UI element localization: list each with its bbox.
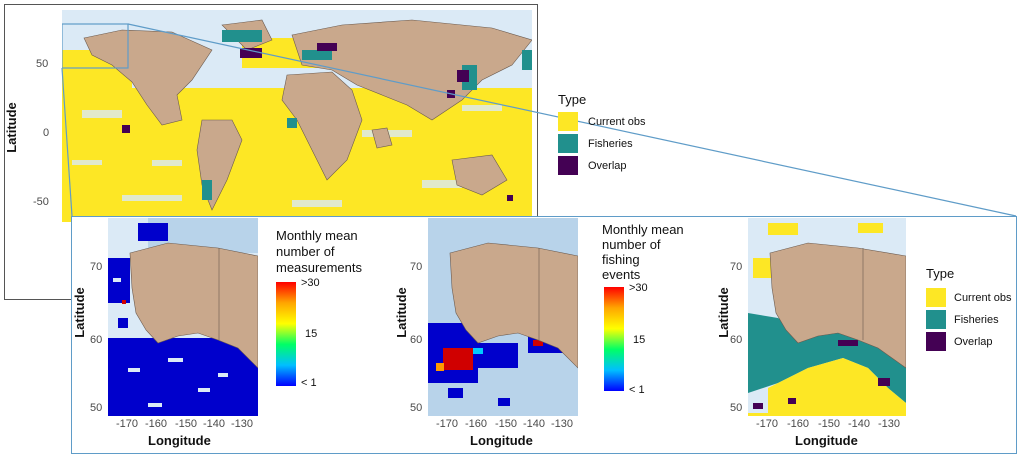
panel1-x-tick: -170: [116, 418, 139, 430]
panel3-overlap-cells: [753, 340, 890, 409]
panel2-alaska-land: [449, 242, 578, 369]
panel3-x-tick: -150: [818, 418, 841, 430]
world-legend-label-overlap: Overlap: [588, 160, 627, 172]
panel1-hotspot: [122, 300, 126, 304]
panel2-y-tick: 70: [410, 261, 423, 273]
panel1-measurement-gaps: [113, 278, 228, 407]
panel1-alaska-land: [129, 242, 258, 369]
panel2-legend-title-line: fishing: [602, 252, 640, 267]
panel2-legend-title-line: events: [602, 267, 641, 282]
panel2-x-tick: -140: [523, 418, 546, 430]
panel2-legend-title-line: number of: [602, 237, 661, 252]
panel1-colorbar-min-label: < 1: [301, 377, 317, 389]
world-y-tick: 0: [43, 127, 50, 139]
panel2-legend-title-line: Monthly mean: [602, 222, 684, 237]
panel1-x-tick: -150: [175, 418, 198, 430]
panel2-x-tick: -150: [495, 418, 518, 430]
panel1-legend-title-line: measurements: [276, 260, 362, 275]
world-legend-swatch-fisheries: [558, 134, 578, 153]
panel3-legend-title: Type: [926, 266, 955, 281]
panel3-x-tick: -160: [787, 418, 810, 430]
panel1-x-tick: -130: [231, 418, 254, 430]
panel3-legend-label-fisheries: Fisheries: [954, 314, 999, 326]
world-fisheries-layer: [202, 30, 532, 200]
panel3-x-tick: -140: [848, 418, 871, 430]
panel1-x-axis-title: Longitude: [148, 433, 211, 448]
panel3-map: [748, 218, 906, 416]
panel1-colorbar-mid-label: 15: [305, 328, 318, 340]
world-y-tick: 50: [36, 58, 49, 70]
panel3-current-obs-cells: [748, 223, 906, 416]
panel1-measurement-cells: [108, 223, 258, 416]
panel2-x-tick: -170: [436, 418, 459, 430]
panel2-y-axis-title: Latitude: [393, 287, 409, 338]
world-y-tick: -50: [33, 196, 49, 208]
world-legend-label-fisheries: Fisheries: [588, 138, 633, 150]
panel2-y-tick: 50: [410, 402, 423, 414]
panel3-y-tick: 70: [730, 261, 743, 273]
panel3-y-axis-title: Latitude: [715, 287, 731, 338]
panel3-y-tick: 60: [730, 334, 743, 346]
panel2-y-tick: 60: [410, 334, 423, 346]
panel1-colorbar: [276, 282, 296, 386]
panel1-x-tick: -160: [145, 418, 168, 430]
panel2-colorbar: [604, 287, 624, 391]
panel3-x-axis-title: Longitude: [795, 433, 858, 448]
panel3-legend-swatch-overlap: [926, 332, 946, 351]
world-map: [62, 10, 532, 222]
panel1-y-tick: 50: [90, 402, 103, 414]
panel3-alaska-land: [769, 242, 906, 369]
panel3-legend-label-current-obs: Current obs: [954, 292, 1012, 304]
world-legend-swatch-current-obs: [558, 112, 578, 131]
panel2-map: [428, 218, 578, 416]
world-legend-swatch-overlap: [558, 156, 578, 175]
panel1-y-axis-title: Latitude: [71, 287, 87, 338]
panel3-x-tick: -170: [756, 418, 779, 430]
world-legend-title: Type: [558, 92, 587, 107]
panel2-x-tick: -160: [465, 418, 488, 430]
panel1-colorbar-max-label: >30: [301, 277, 320, 289]
panel3-legend-swatch-fisheries: [926, 310, 946, 329]
panel1-x-tick: -140: [203, 418, 226, 430]
panel1-y-tick: 60: [90, 334, 103, 346]
panel2-hotspots: [436, 340, 543, 371]
panel1-legend-title-line: Monthly mean: [276, 228, 358, 243]
panel1-map: [108, 218, 258, 416]
panel3-legend-swatch-current-obs: [926, 288, 946, 307]
panel2-colorbar-max-label: >30: [629, 282, 648, 294]
world-legend-label-current-obs: Current obs: [588, 116, 646, 128]
world-zoom-box: [62, 23, 129, 69]
panel3-x-tick: -130: [878, 418, 901, 430]
panel2-colorbar-min-label: < 1: [629, 384, 645, 396]
panel3-legend-label-overlap: Overlap: [954, 336, 993, 348]
panel2-colorbar-mid-label: 15: [633, 334, 646, 346]
panel1-y-tick: 70: [90, 261, 103, 273]
panel2-x-axis-title: Longitude: [470, 433, 533, 448]
panel1-legend-title-line: number of: [276, 244, 335, 259]
panel3-y-tick: 50: [730, 402, 743, 414]
panel2-x-tick: -130: [551, 418, 574, 430]
